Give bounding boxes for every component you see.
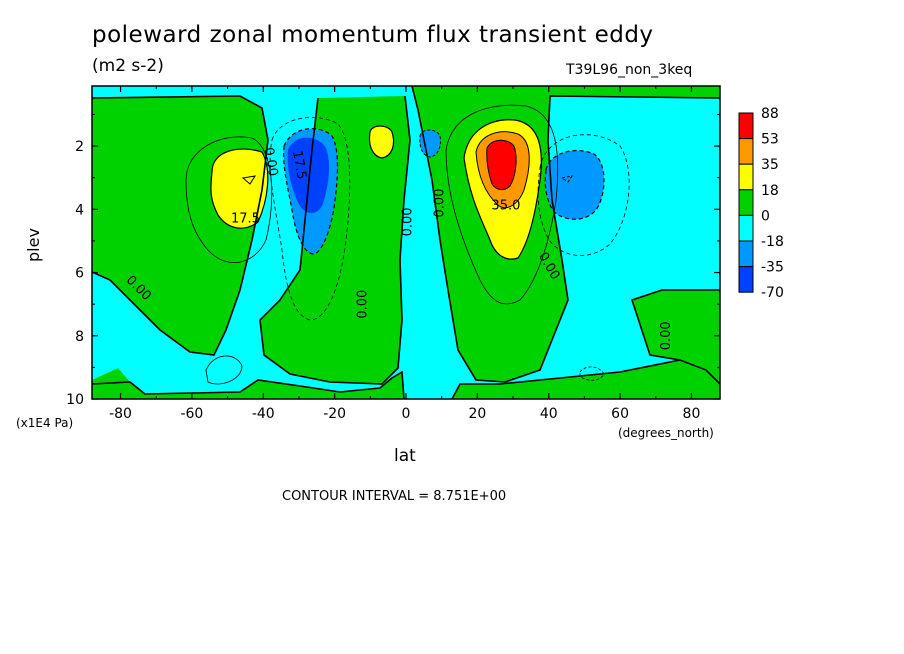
contour-fills — [92, 86, 720, 399]
y-tick-label: 4 — [75, 202, 84, 218]
x-tick-label: -80 — [109, 406, 132, 422]
colorbar-label: 88 — [761, 106, 779, 122]
contour-label: 0.00 — [261, 146, 281, 177]
pos-contour-nh-1 — [445, 104, 559, 305]
pos-contour-sh-1 — [185, 136, 273, 264]
neg-contour-nh-1 — [537, 134, 630, 256]
contour-lines — [92, 86, 720, 399]
x-axis-ticks: -80 -60 -40 -20 0 20 40 60 80 — [109, 86, 700, 422]
colorbar-swatch — [738, 240, 754, 268]
colorbar-label: -18 — [761, 234, 784, 250]
negative-strong-sh — [287, 137, 329, 214]
x-tick-label: 40 — [540, 406, 558, 422]
run-label: T39L96_non_3keq — [566, 62, 693, 78]
contour-labels: 0.00 17.517.50.000.000.000.00 35.00.000.00 — [123, 146, 674, 350]
pos-contour-nh-2 — [463, 119, 542, 260]
pos-contour-sh-peak — [241, 175, 257, 185]
colorbar-label: 53 — [761, 132, 779, 148]
x-tick-label: 20 — [468, 406, 486, 422]
contour-label: 0.00 — [356, 290, 371, 319]
chart-title: poleward zonal momentum flux transient e… — [92, 22, 654, 48]
small-contour-sh-low — [205, 355, 243, 385]
colorbar-label: 18 — [761, 183, 779, 199]
x-tick-label: -40 — [252, 406, 275, 422]
x-tick-label: 0 — [402, 406, 411, 422]
neg-contour-tropics — [419, 129, 441, 158]
positive-region-sh-bottom — [92, 372, 404, 399]
pos-contour-nh-4 — [486, 139, 517, 191]
y-tick-label: 2 — [75, 139, 84, 155]
x-tick-label: 80 — [683, 406, 701, 422]
positive-max-nh — [486, 140, 517, 190]
positive-region-nh-bottom — [452, 360, 720, 399]
x-axis-units: (degrees_north) — [618, 426, 714, 440]
zero-contour-nh-high — [630, 289, 720, 385]
contour-label: 0.00 — [659, 321, 674, 350]
contour-label: 0.00 — [400, 207, 415, 236]
negative-mid-nh — [545, 150, 604, 220]
neg-contour-nh-peak — [560, 175, 574, 183]
y-tick-label: 8 — [75, 329, 84, 345]
contour-label: 35.0 — [491, 199, 520, 214]
x-axis-label: lat — [394, 446, 416, 466]
positive-region-tropics-sh — [260, 96, 410, 384]
positive-peak-sh-tropics — [369, 126, 394, 158]
positive-peak-sh-midlat — [210, 149, 268, 229]
pos-contour-sh-tropics — [368, 125, 395, 159]
x-tick-label: 60 — [611, 406, 629, 422]
colorbar-label: 0 — [761, 208, 770, 224]
colorbar-label: -70 — [761, 285, 784, 301]
colorbar-swatch — [738, 189, 754, 216]
negative-mid-tropics — [419, 130, 441, 157]
colorbar-swatch — [738, 163, 754, 191]
contour-label: 0.00 — [432, 189, 447, 218]
contour-label: 17.5 — [289, 149, 309, 180]
zero-contour-tropics-nh — [411, 86, 720, 383]
small-contour-nh-low — [579, 366, 605, 381]
positive-region-nh-high-lat — [632, 290, 720, 384]
colorbar-swatch — [738, 112, 754, 140]
chart-units: (m2 s-2) — [92, 56, 164, 76]
contour-interval: CONTOUR INTERVAL = 8.751E+00 — [282, 489, 507, 504]
colorbar-label: -35 — [761, 260, 784, 276]
x-tick-label: -60 — [180, 406, 203, 422]
pos-contour-sh-2 — [210, 148, 269, 229]
colorbar-swatch — [738, 214, 754, 242]
neg-contour-nh-2 — [544, 149, 605, 220]
colorbar-label: 35 — [761, 157, 779, 173]
pos-contour-nh-3 — [475, 131, 530, 209]
zero-contour-bottom-nh — [451, 359, 681, 399]
y-tick-label: 10 — [66, 392, 84, 408]
colorbar: 88 53 35 18 0 -18 -35 -70 — [738, 106, 784, 301]
colorbar-swatch — [738, 138, 754, 165]
zero-contour-sh — [92, 95, 269, 356]
y-axis-ticks: 2 4 6 8 10 — [66, 113, 720, 408]
x-tick-label: -20 — [323, 406, 346, 422]
zero-contour-bottom-sh — [92, 370, 405, 399]
colorbar-swatch — [738, 266, 754, 293]
neg-contour-sh-2 — [283, 128, 339, 255]
positive-region-sh-lower — [92, 368, 130, 384]
y-tick-label: 6 — [75, 266, 84, 282]
contour-label: 17.5 — [231, 211, 260, 226]
y-axis-units: (x1E4 Pa) — [16, 416, 74, 430]
neg-contour-sh-1 — [269, 117, 351, 321]
